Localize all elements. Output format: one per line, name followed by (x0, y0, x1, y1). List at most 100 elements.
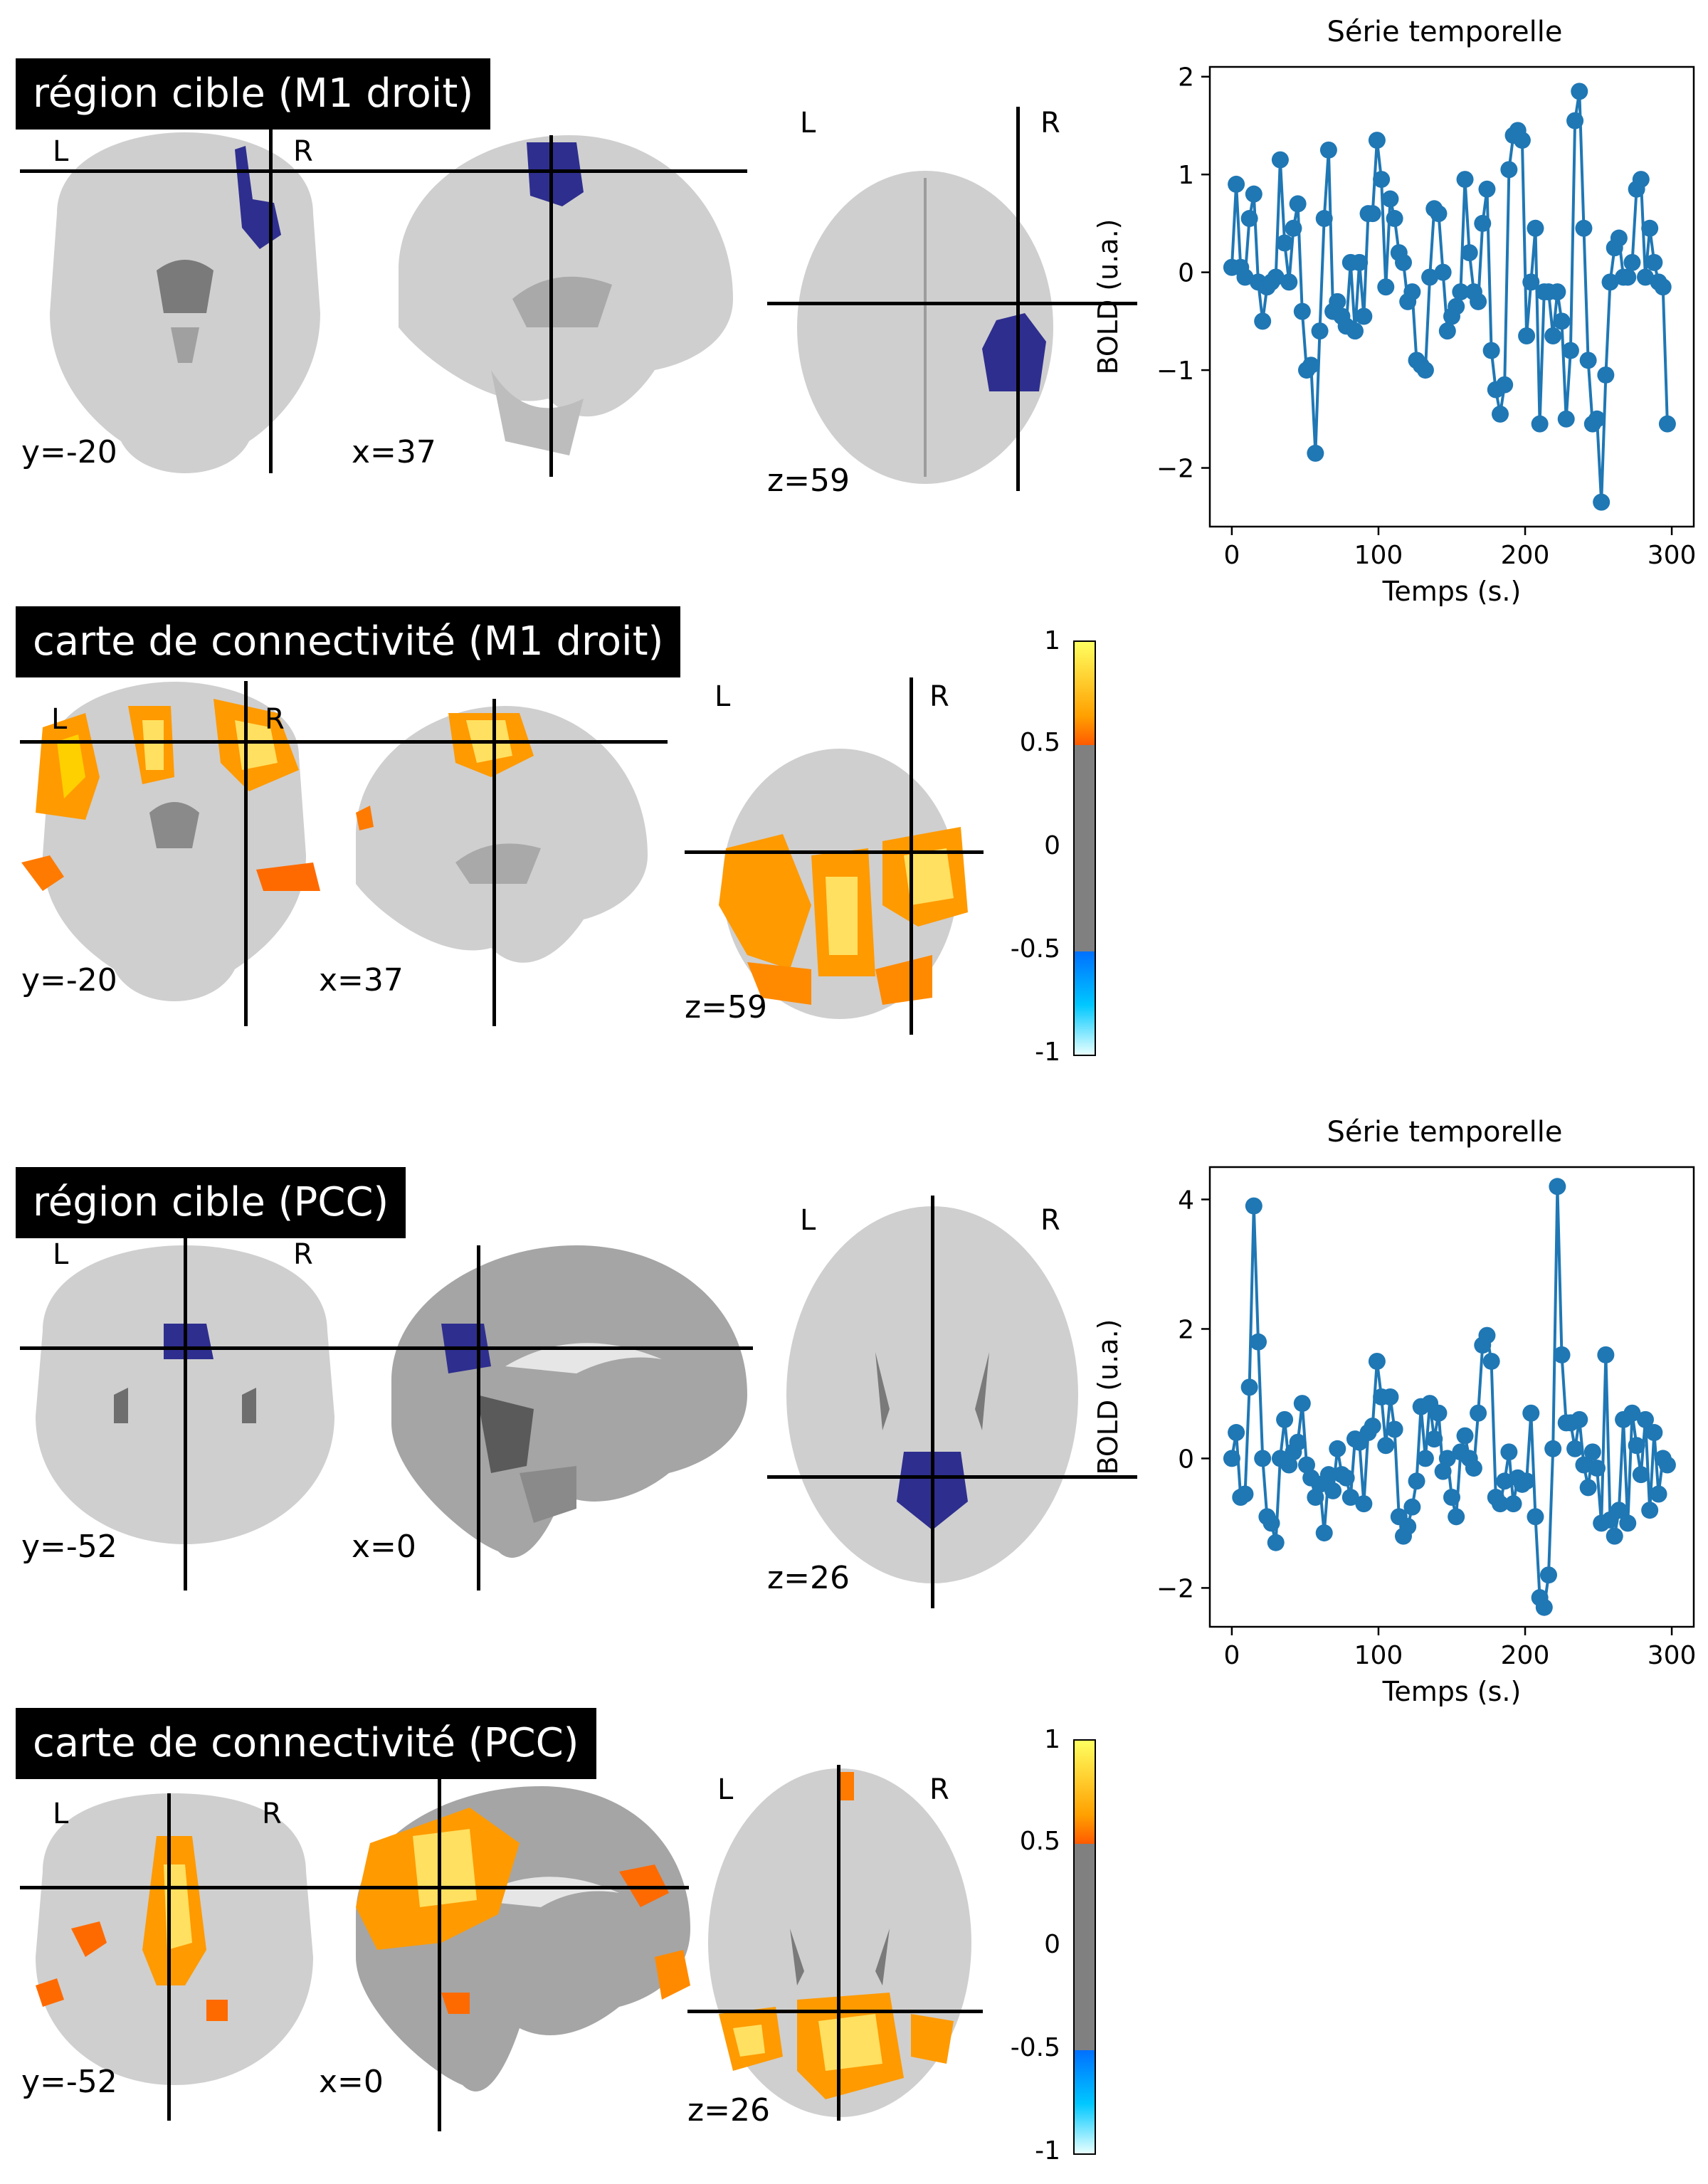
colorbar-tick-label: -0.5 (1010, 2033, 1060, 2062)
coord-x-label: x=37 (319, 962, 404, 998)
sagittal-crosshair-v (492, 699, 496, 1026)
axial-crosshair-v (1016, 107, 1020, 491)
data-point (1425, 1430, 1443, 1448)
y-tick-label: 2 (1178, 63, 1194, 93)
colorbar-tick-label: -0.5 (1010, 934, 1060, 964)
data-point (1364, 205, 1381, 223)
data-point (1289, 195, 1307, 213)
timeseries-title: Série temporelle (1327, 16, 1563, 48)
x-tick-label: 300 (1648, 1641, 1697, 1670)
coord-z-label: z=59 (685, 989, 767, 1025)
data-point (1500, 1443, 1518, 1461)
data-point (1240, 1378, 1258, 1396)
plot-frame (1208, 65, 1695, 528)
coord-y-label: y=-20 (21, 962, 117, 998)
axial-orient-right-label: R (1040, 1204, 1060, 1237)
sagittal-slice (399, 135, 733, 455)
x-axis-label: Temps (s.) (1382, 576, 1522, 607)
data-point (1430, 205, 1448, 223)
coronal-crosshair-h (20, 740, 668, 744)
colorbar-tick-label: 0 (1044, 831, 1060, 860)
data-point (1399, 1517, 1417, 1535)
data-point (1513, 132, 1531, 149)
data-point (1496, 376, 1514, 394)
data-point (1456, 1427, 1474, 1445)
colorbar-tick-label: 0.5 (1019, 1827, 1060, 1856)
data-point (1228, 1424, 1245, 1442)
coord-y-label: y=-52 (21, 1529, 117, 1565)
data-point (1553, 312, 1571, 330)
data-point (1315, 210, 1333, 228)
colorbar-tick-label: -1 (1035, 1038, 1060, 1067)
data-point (1368, 132, 1386, 149)
axial-orient-left-label: L (717, 1773, 734, 1806)
y-tick-label: 0 (1178, 1445, 1194, 1474)
data-point (1561, 342, 1579, 359)
data-point (1245, 1197, 1262, 1215)
data-point (1654, 278, 1672, 296)
data-point (1267, 1534, 1285, 1551)
data-point (1337, 1469, 1355, 1487)
data-point (1658, 415, 1676, 433)
data-point (1645, 1424, 1663, 1442)
x-tick-label: 0 (1223, 541, 1240, 570)
colorbar-m1: 1 0.5 0 -0.5 -1 (982, 626, 1124, 1067)
data-point (1579, 352, 1597, 369)
data-point (1601, 273, 1619, 291)
data-point (1637, 1410, 1654, 1428)
coord-y-label: y=-20 (21, 434, 117, 470)
data-point (1478, 1326, 1496, 1344)
colorbar-tick-label: -1 (1035, 2136, 1060, 2165)
data-point (1650, 1485, 1667, 1503)
data-point (1298, 1456, 1315, 1474)
data-point (1377, 278, 1395, 296)
coronal-crosshair-v (167, 1793, 171, 2121)
data-point (1416, 1450, 1434, 1467)
plot-frame (1208, 1166, 1695, 1628)
data-point (1319, 141, 1337, 159)
coronal-crosshair-v (269, 117, 273, 473)
data-point (1566, 1440, 1584, 1457)
data-point (1470, 1404, 1487, 1422)
data-point (1280, 273, 1298, 291)
coord-z-label: z=59 (767, 463, 850, 499)
data-point (1597, 1346, 1615, 1363)
orient-right-label: R (293, 135, 313, 168)
colorbar-bar (1073, 1739, 1096, 2155)
data-point (1465, 1460, 1482, 1477)
data-point (1386, 1420, 1403, 1438)
data-point (1319, 1466, 1337, 1484)
data-point (1623, 253, 1641, 271)
sagittal-crosshair-v (549, 135, 553, 477)
axial-crosshair-h (685, 850, 984, 854)
data-point (1245, 185, 1262, 203)
y-axis-label: BOLD (u.a.) (1092, 1319, 1124, 1475)
data-point (1262, 1514, 1280, 1532)
data-point (1236, 1485, 1254, 1503)
data-point (1557, 410, 1575, 428)
axial-crosshair-v (837, 1765, 840, 2121)
data-point (1448, 1508, 1465, 1526)
y-tick-label: 0 (1178, 259, 1194, 288)
axial-orient-right-label: R (1040, 107, 1060, 139)
data-point (1518, 1472, 1536, 1490)
data-point (1606, 1527, 1623, 1545)
data-point (1597, 366, 1615, 384)
axial-orient-left-label: L (715, 680, 731, 713)
data-point (1531, 415, 1549, 433)
sagittal-slice (356, 706, 648, 963)
data-point (1579, 1479, 1597, 1497)
data-point (1254, 1450, 1272, 1467)
data-point (1434, 263, 1452, 281)
panel-connectivity-m1: carte de connectivité (M1 droit) L R L R… (0, 606, 1110, 1104)
coronal-crosshair-v (244, 681, 248, 1026)
data-point (1381, 190, 1399, 208)
coronal-crosshair-h (20, 1886, 689, 1889)
data-point (1522, 273, 1540, 291)
data-point (1504, 1495, 1522, 1513)
y-tick-label: 1 (1178, 161, 1194, 190)
data-point (1566, 112, 1584, 130)
panel-roi-pcc: région cible (PCC) L R L R y=-52 x=0 z=2… (0, 1167, 1137, 1651)
data-point (1575, 219, 1593, 237)
data-point (1276, 234, 1294, 252)
